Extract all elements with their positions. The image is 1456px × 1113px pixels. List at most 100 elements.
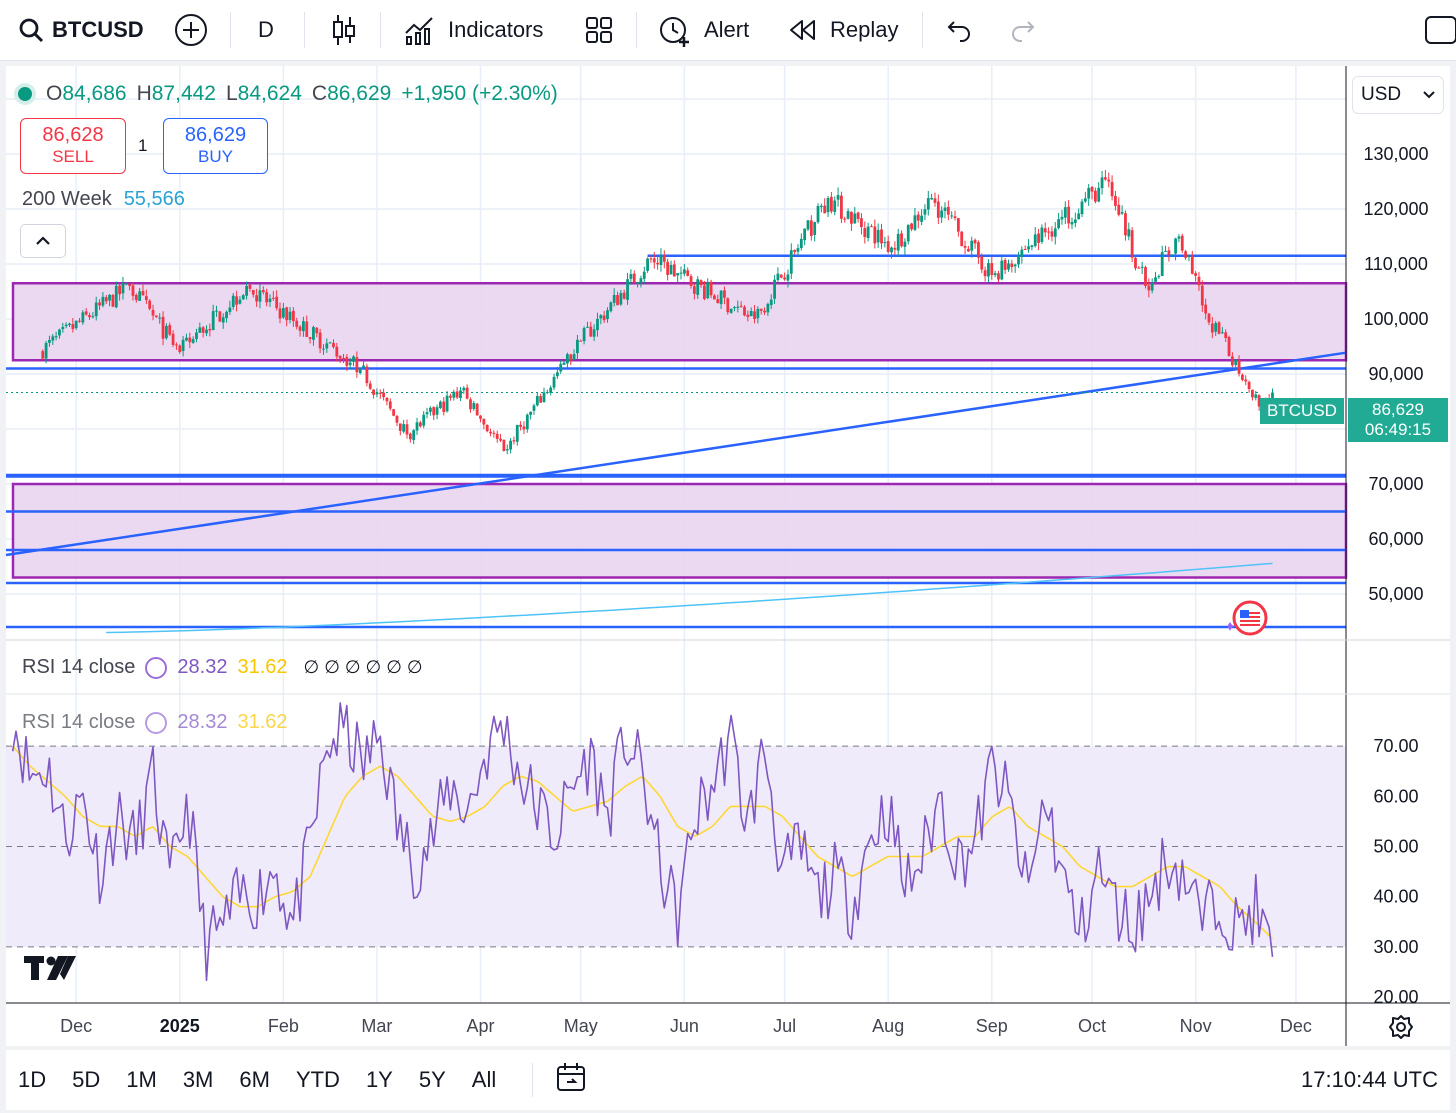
candle xyxy=(666,258,670,281)
economic-event-marker[interactable] xyxy=(1225,600,1272,641)
symbol-name: BTCUSD xyxy=(52,17,144,42)
candle xyxy=(305,315,309,337)
range-button-1d[interactable]: 1D xyxy=(18,1067,47,1092)
candle-body xyxy=(1003,259,1007,270)
candle-body xyxy=(769,299,773,306)
candle-body xyxy=(509,440,512,450)
candle xyxy=(893,241,897,255)
axis-settings-button[interactable] xyxy=(1388,1014,1414,1045)
layouts-button[interactable] xyxy=(584,0,614,60)
undo-button[interactable] xyxy=(946,0,974,60)
candle xyxy=(211,304,215,331)
y-tick-label: 120,000 xyxy=(1363,199,1428,219)
collapse-legend-button[interactable] xyxy=(20,224,66,258)
candle-body xyxy=(365,366,369,384)
candle-body xyxy=(903,241,907,247)
candle-body xyxy=(171,333,175,345)
candle-body xyxy=(1023,249,1027,251)
candle-body xyxy=(1107,179,1111,182)
candle xyxy=(365,363,369,387)
candle xyxy=(733,306,736,312)
redo-button[interactable] xyxy=(1008,0,1036,60)
alert-button[interactable]: Alert xyxy=(658,0,749,60)
indicators-button[interactable]: Indicators xyxy=(404,0,543,60)
candle-body xyxy=(920,215,924,222)
candle xyxy=(659,248,663,272)
replay-label: Replay xyxy=(830,17,899,42)
candle-body xyxy=(221,317,225,323)
fullscreen-button[interactable] xyxy=(1424,0,1456,60)
candle-body xyxy=(876,229,880,243)
candle xyxy=(338,355,342,363)
order-quantity[interactable]: 1 xyxy=(138,136,148,155)
sell-button[interactable]: 86,628 SELL xyxy=(20,118,126,174)
symbol-search[interactable]: BTCUSD xyxy=(18,0,144,60)
candle-body xyxy=(48,339,51,343)
candle-body xyxy=(873,226,877,244)
candle xyxy=(572,349,576,361)
candle-body xyxy=(953,216,957,219)
candle xyxy=(1104,170,1107,181)
candle xyxy=(435,404,439,420)
support-resistance-zone[interactable] xyxy=(11,282,1348,362)
candle-body xyxy=(803,228,807,241)
candle xyxy=(545,389,549,395)
candle-body xyxy=(826,198,830,213)
candle-body xyxy=(699,280,703,286)
range-button-5y[interactable]: 5Y xyxy=(418,1067,446,1092)
candle-body xyxy=(325,343,329,349)
candle xyxy=(796,244,800,257)
candle-body xyxy=(258,290,262,302)
currency-select[interactable]: USD xyxy=(1352,76,1444,114)
candle xyxy=(926,190,930,216)
ma200-legend[interactable]: 200 Week 55,566 xyxy=(22,188,185,211)
candle-body xyxy=(305,321,309,337)
candle-body xyxy=(1130,230,1134,258)
range-button-1y[interactable]: 1Y xyxy=(365,1067,393,1092)
candle xyxy=(78,317,81,323)
interval-button[interactable]: D xyxy=(258,0,274,60)
range-button-ytd[interactable]: YTD xyxy=(295,1067,340,1092)
candle-body xyxy=(1020,249,1024,257)
utc-clock[interactable]: 17:10:44 UTC xyxy=(1301,1067,1438,1092)
candle-body xyxy=(131,285,135,296)
candle xyxy=(642,266,646,285)
candle-body xyxy=(1220,332,1224,334)
trend-line[interactable] xyxy=(5,351,1347,557)
candle-body xyxy=(763,310,766,313)
candle xyxy=(1067,200,1071,229)
range-button-5d[interactable]: 5D xyxy=(72,1067,101,1092)
candle-body xyxy=(1007,263,1010,270)
chart-type-button[interactable] xyxy=(330,0,358,60)
support-resistance-zone[interactable] xyxy=(11,482,1348,579)
compare-button[interactable] xyxy=(174,0,208,60)
rsi-legend[interactable]: RSI 14 close 28.32 31.62 ∅ ∅ ∅ ∅ ∅ ∅ xyxy=(22,656,423,679)
candle xyxy=(910,222,913,232)
replay-button[interactable]: Replay xyxy=(788,0,898,60)
candle xyxy=(569,353,573,366)
tradingview-logo[interactable] xyxy=(24,954,76,987)
candle-body xyxy=(372,389,375,395)
candle xyxy=(1217,321,1221,335)
range-button-3m[interactable]: 3M xyxy=(182,1067,214,1092)
candle xyxy=(138,287,142,301)
range-button-6m[interactable]: 6M xyxy=(239,1067,270,1092)
candle-body xyxy=(1043,228,1047,233)
range-button-1m[interactable]: 1M xyxy=(126,1067,157,1092)
candle xyxy=(302,316,305,337)
candle-body xyxy=(164,325,168,339)
buy-button[interactable]: 86,629 BUY xyxy=(163,118,268,174)
candle xyxy=(1023,245,1027,251)
indicators-icon xyxy=(405,17,433,45)
plus-circle-icon xyxy=(175,14,207,46)
candle xyxy=(813,221,817,242)
goto-date-button[interactable] xyxy=(555,1061,587,1099)
x-tick-label: Dec xyxy=(60,1016,92,1036)
candle xyxy=(963,240,967,255)
candle-body xyxy=(843,218,847,220)
candle-body xyxy=(382,392,386,398)
candle-body xyxy=(1033,234,1037,247)
candle-body xyxy=(58,329,61,336)
range-button-all[interactable]: All xyxy=(471,1067,497,1092)
